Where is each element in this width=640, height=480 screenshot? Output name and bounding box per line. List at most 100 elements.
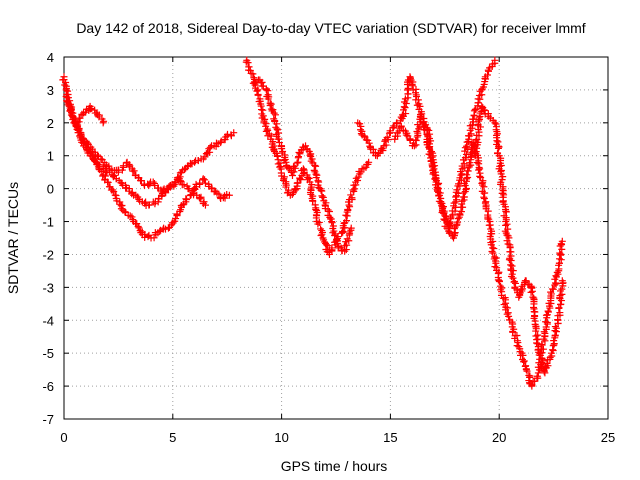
data-marker xyxy=(505,256,513,264)
data-marker xyxy=(169,219,177,227)
data-marker xyxy=(520,357,528,365)
data-marker xyxy=(502,207,510,215)
data-marker xyxy=(134,222,142,230)
data-marker xyxy=(78,134,86,142)
data-marker xyxy=(552,324,560,332)
data-point xyxy=(491,119,499,127)
data-marker xyxy=(548,285,556,293)
data-marker xyxy=(328,219,336,227)
data-marker xyxy=(431,175,439,183)
x-tick-label: 15 xyxy=(383,430,397,445)
data-point xyxy=(99,119,107,127)
data-marker xyxy=(253,87,261,95)
data-marker xyxy=(84,139,92,147)
data-marker xyxy=(293,159,301,167)
data-marker xyxy=(331,231,339,239)
data-point xyxy=(413,92,421,100)
data-marker xyxy=(483,71,491,79)
data-marker xyxy=(416,102,424,110)
data-marker xyxy=(381,137,389,145)
data-marker xyxy=(159,186,167,194)
data-marker xyxy=(549,346,557,354)
data-marker xyxy=(75,114,83,122)
data-marker xyxy=(475,166,483,174)
data-marker xyxy=(357,168,365,176)
data-marker xyxy=(466,159,474,167)
data-marker xyxy=(104,178,112,186)
data-marker xyxy=(536,351,544,359)
data-point xyxy=(558,277,566,285)
data-point xyxy=(288,171,296,179)
data-point xyxy=(365,158,373,166)
data-point xyxy=(302,142,310,150)
data-marker xyxy=(472,137,480,145)
data-point xyxy=(167,181,175,189)
data-marker xyxy=(533,339,541,347)
data-marker xyxy=(309,197,317,205)
data-marker xyxy=(312,162,320,170)
data-point xyxy=(558,237,566,245)
data-marker xyxy=(249,70,257,78)
data-marker xyxy=(393,119,401,127)
data-marker xyxy=(333,239,341,247)
data-marker xyxy=(217,137,225,145)
data-marker xyxy=(342,211,350,219)
data-marker xyxy=(401,104,409,112)
x-tick-label: 20 xyxy=(492,430,506,445)
data-marker xyxy=(130,167,138,175)
data-point xyxy=(149,178,157,186)
data-marker xyxy=(393,129,401,137)
data-marker xyxy=(145,181,153,189)
data-marker xyxy=(312,206,320,214)
y-tick-label: -3 xyxy=(42,280,54,295)
grid-layer xyxy=(64,57,608,419)
data-marker xyxy=(264,95,272,103)
data-marker xyxy=(332,236,340,244)
data-marker xyxy=(533,372,541,380)
data-marker xyxy=(349,186,357,194)
data-marker xyxy=(347,191,355,199)
x-axis-label: GPS time / hours xyxy=(281,458,388,474)
data-marker xyxy=(365,139,373,147)
data-marker xyxy=(325,208,333,216)
data-marker xyxy=(440,209,448,217)
data-marker xyxy=(439,203,447,211)
tick-layer: 0 5 10 15 20 25 -7 -6 -5 -4 -3 -2 -1 0 1 2 3 4 xyxy=(42,50,615,445)
data-marker xyxy=(509,328,517,336)
data-point xyxy=(299,165,307,173)
data-marker xyxy=(476,109,484,117)
data-marker xyxy=(330,227,338,235)
data-marker xyxy=(343,241,351,249)
data-marker xyxy=(400,98,408,106)
data-marker xyxy=(306,151,314,159)
data-marker xyxy=(408,82,416,90)
data-marker xyxy=(532,332,540,340)
data-marker xyxy=(508,262,516,270)
data-marker xyxy=(555,304,563,312)
data-marker xyxy=(459,203,467,211)
data-marker xyxy=(435,191,443,199)
data-marker xyxy=(113,197,121,205)
data-marker xyxy=(546,353,554,361)
data-marker xyxy=(398,111,406,119)
data-marker xyxy=(514,339,522,347)
y-tick-label: 4 xyxy=(47,50,54,65)
y-tick-label: -4 xyxy=(42,313,54,328)
data-marker xyxy=(485,221,493,229)
data-marker xyxy=(315,218,323,226)
data-marker xyxy=(492,259,500,267)
data-marker xyxy=(469,115,477,123)
data-marker xyxy=(553,268,561,276)
data-marker xyxy=(491,263,499,271)
data-marker xyxy=(528,381,536,389)
data-point xyxy=(491,56,499,64)
data-point xyxy=(541,329,549,337)
data-marker xyxy=(296,150,304,158)
data-marker xyxy=(271,111,279,119)
data-marker xyxy=(292,186,300,194)
data-marker xyxy=(323,241,331,249)
data-marker xyxy=(354,173,362,181)
data-marker xyxy=(288,190,296,198)
data-marker xyxy=(480,106,488,114)
data-marker xyxy=(422,121,430,129)
